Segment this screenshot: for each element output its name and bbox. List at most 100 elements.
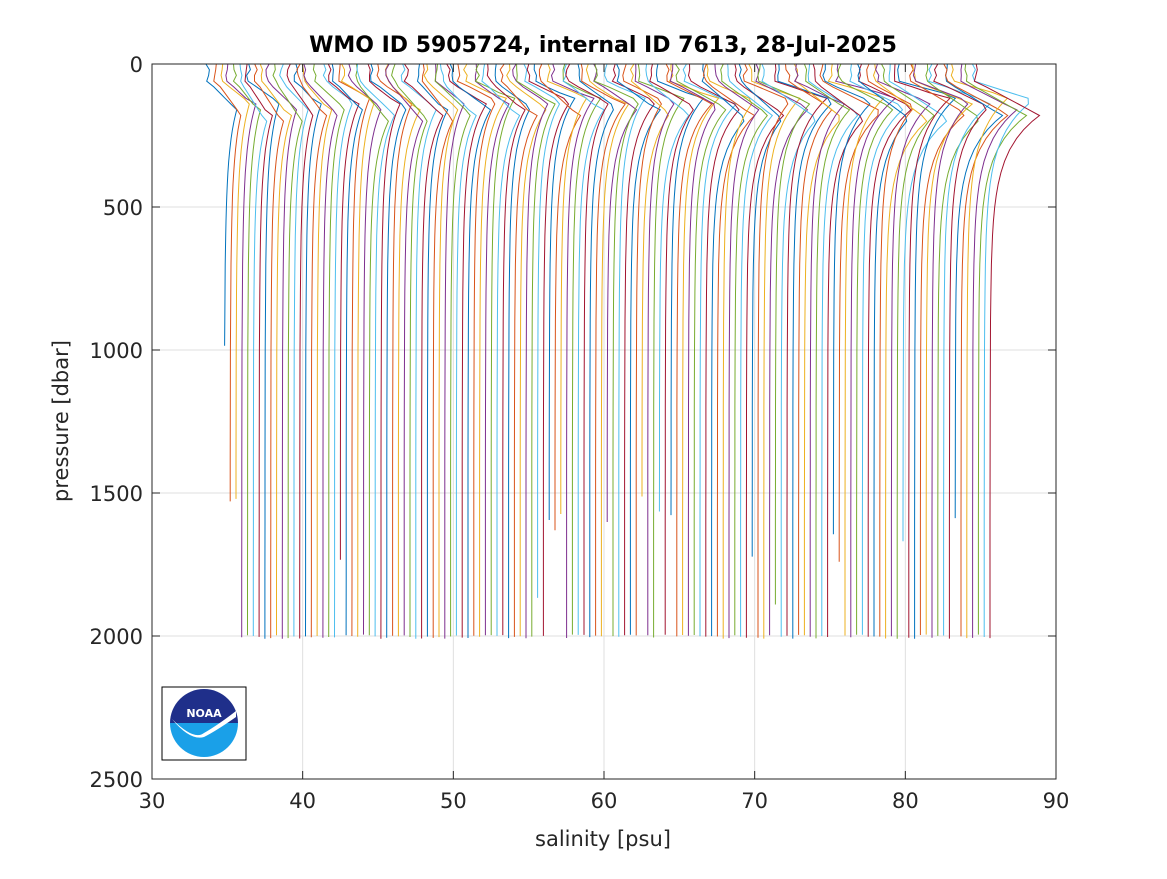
profile-line (562, 63, 605, 635)
profile-line (674, 63, 727, 635)
profile-line (456, 63, 496, 636)
profile-line (629, 63, 670, 497)
profile-line (279, 63, 309, 637)
profile-line (265, 63, 298, 639)
profile-line (927, 63, 991, 636)
profile-line (793, 63, 840, 636)
x-tick-label: 90 (1043, 789, 1070, 813)
profile-line (577, 63, 614, 638)
profile-line (757, 63, 811, 605)
profile-line (565, 63, 609, 635)
profile-line (533, 63, 576, 520)
profile-line (834, 63, 897, 638)
profile-line (655, 63, 705, 516)
profile-line (538, 63, 582, 531)
profile-line (585, 63, 630, 637)
y-axis-label: pressure [dbar] (49, 340, 73, 502)
profile-line (391, 63, 428, 637)
profile-line (682, 63, 737, 637)
profile-line (474, 63, 510, 636)
y-tick-label: 1500 (90, 482, 143, 506)
profile-line (220, 63, 250, 499)
profile-line (449, 63, 492, 638)
profile-line (866, 63, 913, 637)
profile-line (785, 63, 833, 635)
profile-line (327, 63, 360, 560)
profile-line (645, 63, 690, 512)
profile-line (494, 63, 530, 639)
profile-line (259, 63, 293, 636)
axes-frame (151, 63, 1057, 780)
profile-line (604, 63, 646, 637)
profile-line (376, 63, 413, 636)
profile-lines (205, 63, 1041, 639)
y-tick-label: 500 (103, 196, 143, 220)
x-tick-label: 70 (741, 789, 768, 813)
profile-line (960, 63, 1018, 638)
profile-line (512, 63, 549, 639)
profile-line (706, 63, 753, 639)
profile-line (546, 63, 588, 514)
profile-line (474, 63, 516, 636)
logo-top (170, 689, 238, 723)
profile-line (872, 63, 928, 639)
profile-line (909, 63, 965, 635)
profile-line (355, 63, 389, 636)
profile-line (481, 63, 521, 636)
profile-line (423, 63, 459, 638)
profile-line (964, 63, 1028, 635)
x-axis-label: salinity [psu] (535, 827, 671, 851)
profile-line (701, 63, 745, 637)
profile-line (912, 63, 969, 638)
profile-line (933, 63, 987, 639)
profile-line (973, 63, 1041, 639)
profile-line (312, 63, 345, 638)
profile-line (702, 63, 756, 637)
logo-wave (172, 711, 236, 738)
profile-line (340, 63, 375, 637)
profile-line (812, 63, 864, 637)
profile-line (807, 63, 859, 636)
profile-line (205, 63, 238, 346)
profile-line (849, 63, 904, 635)
profile-line (822, 64, 871, 535)
profile-line (370, 63, 407, 638)
profile-line (950, 63, 1009, 639)
profile-line (738, 63, 782, 557)
profile-line (714, 63, 760, 639)
profile-line (367, 63, 401, 639)
profile-line (486, 63, 526, 636)
profile-line (793, 63, 846, 637)
profile-line (748, 63, 801, 639)
profile-line (616, 63, 662, 635)
x-tick-label: 40 (289, 789, 316, 813)
profile-line (506, 63, 547, 637)
profile-line (272, 63, 303, 639)
profile-line (400, 63, 437, 639)
profile-line (857, 63, 912, 637)
profile-line (665, 63, 713, 637)
profile-line (819, 63, 879, 562)
profile-line (499, 63, 538, 637)
profile-line (301, 63, 333, 637)
profile-line (637, 63, 685, 638)
profile-line (727, 63, 774, 637)
x-tick-label: 30 (139, 789, 166, 813)
profile-line (516, 63, 556, 637)
profile-line (669, 63, 716, 636)
profile-line (463, 63, 508, 637)
profile-line (875, 63, 931, 637)
profile-line (293, 63, 322, 637)
profile-line (244, 63, 273, 637)
profile-line (434, 63, 465, 639)
profile-line (622, 63, 662, 636)
y-tick-label: 0 (130, 53, 143, 77)
profile-line (385, 63, 424, 636)
profile-line (742, 63, 789, 638)
profile-line (232, 63, 262, 636)
y-tick-label: 2000 (90, 625, 143, 649)
profile-line (634, 63, 675, 636)
chart-title: WMO ID 5905724, internal ID 7613, 28-Jul… (309, 33, 897, 58)
profile-line (593, 63, 638, 522)
profile-line (286, 63, 314, 639)
